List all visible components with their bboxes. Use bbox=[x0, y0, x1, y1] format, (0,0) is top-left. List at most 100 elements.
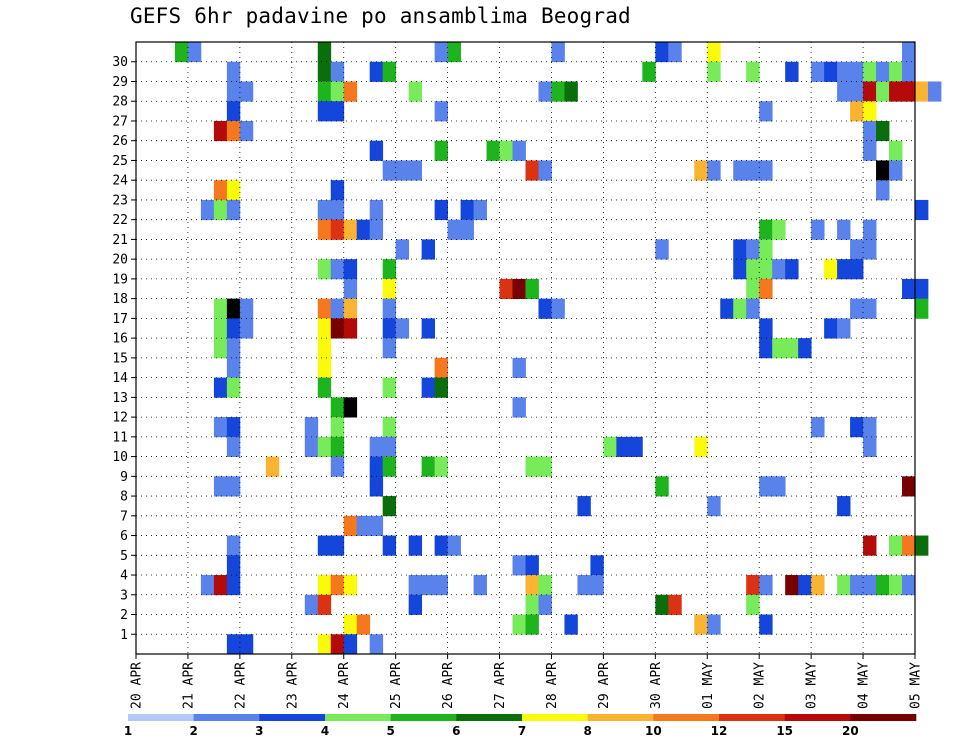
heatmap-cell bbox=[382, 160, 397, 181]
heatmap-cell bbox=[330, 101, 345, 122]
heatmap-cell bbox=[330, 81, 345, 102]
y-tick-label: 19 bbox=[112, 272, 128, 287]
colorbar-swatch bbox=[719, 714, 785, 721]
x-tick-label: 20 APR bbox=[130, 662, 145, 709]
heatmap-cell bbox=[759, 259, 773, 280]
heatmap-cell bbox=[408, 535, 423, 556]
heatmap-cell bbox=[876, 61, 890, 82]
y-tick-label: 17 bbox=[112, 312, 128, 327]
x-tick-label: 05 MAY bbox=[909, 662, 924, 709]
heatmap-cell bbox=[239, 634, 254, 655]
heatmap-cell bbox=[759, 338, 773, 359]
heatmap-cell bbox=[551, 298, 565, 319]
plot-frame bbox=[135, 41, 916, 655]
heatmap-cell bbox=[330, 535, 345, 556]
heatmap-cell bbox=[525, 575, 539, 596]
heatmap-cell bbox=[330, 180, 345, 201]
heatmap-cell bbox=[629, 436, 643, 457]
heatmap-cell bbox=[499, 140, 513, 161]
heatmap-cell bbox=[850, 259, 864, 280]
colorbar-swatch bbox=[259, 714, 326, 721]
colorbar-label: 4 bbox=[321, 724, 329, 738]
heatmap-cell bbox=[304, 594, 319, 615]
heatmap-cell bbox=[902, 42, 916, 63]
heatmap-cell bbox=[304, 436, 319, 457]
x-tick-label: 24 APR bbox=[337, 662, 352, 709]
x-tick-label: 23 APR bbox=[285, 662, 300, 709]
heatmap-cell bbox=[772, 338, 786, 359]
heatmap-cell bbox=[330, 318, 345, 339]
heatmap-cell bbox=[798, 575, 812, 596]
heatmap-cell bbox=[187, 42, 202, 63]
heatmap-cell bbox=[213, 298, 228, 319]
heatmap-cell bbox=[226, 436, 241, 457]
heatmap-cell bbox=[395, 239, 410, 260]
y-tick-label: 20 bbox=[112, 253, 128, 268]
colorbar-label: 7 bbox=[518, 724, 526, 738]
heatmap-cell bbox=[889, 61, 903, 82]
heatmap-cell bbox=[330, 436, 345, 457]
heatmap-cell bbox=[746, 160, 760, 181]
heatmap-cell bbox=[863, 101, 877, 122]
heatmap-cell bbox=[343, 614, 358, 635]
heatmap-cell bbox=[434, 199, 448, 221]
heatmap-cell bbox=[317, 42, 332, 63]
heatmap-cell bbox=[863, 298, 877, 319]
colorbar-label: 8 bbox=[583, 724, 591, 738]
heatmap-cell bbox=[317, 575, 332, 596]
heatmap-cell bbox=[382, 377, 397, 398]
heatmap-cell bbox=[395, 160, 410, 181]
colorbar-swatch bbox=[522, 714, 588, 721]
heatmap-cell bbox=[317, 61, 332, 82]
heatmap-cell bbox=[447, 219, 461, 240]
heatmap-cell bbox=[551, 42, 565, 63]
heatmap-cell bbox=[538, 298, 552, 319]
x-tick-label: 28 APR bbox=[545, 662, 560, 709]
colorbar-label: 12 bbox=[711, 724, 728, 738]
heatmap-cell bbox=[317, 634, 332, 655]
heatmap-cell bbox=[408, 160, 423, 181]
colorbar-label: 10 bbox=[645, 724, 662, 738]
colorbar-swatch bbox=[653, 714, 720, 721]
heatmap-cell bbox=[863, 417, 877, 438]
heatmap-cell bbox=[733, 259, 747, 280]
heatmap-cell bbox=[408, 594, 423, 615]
heatmap-cell bbox=[226, 535, 241, 556]
heatmap-cell bbox=[369, 140, 384, 161]
heatmap-cell bbox=[226, 555, 241, 576]
colorbar-swatch bbox=[390, 714, 457, 721]
heatmap-cell bbox=[434, 42, 448, 63]
heatmap-cell bbox=[343, 278, 358, 300]
heatmap-cell bbox=[837, 575, 851, 596]
colorbar-label: 2 bbox=[189, 724, 197, 738]
heatmap-cell bbox=[213, 120, 228, 142]
y-tick-label: 21 bbox=[112, 233, 128, 248]
heatmap-cell bbox=[772, 476, 786, 497]
heatmap-cell bbox=[824, 259, 838, 280]
colorbar: 1 2 3 4 5 6 7 8 10 12 15 20 bbox=[124, 714, 917, 738]
heatmap-cell bbox=[512, 397, 526, 418]
heatmap-cell bbox=[382, 259, 397, 280]
heatmap-cells bbox=[174, 42, 942, 655]
heatmap-cell bbox=[239, 318, 254, 339]
heatmap-cell bbox=[746, 278, 760, 300]
heatmap-cell bbox=[434, 377, 448, 398]
y-tick-label: 1 bbox=[120, 628, 128, 643]
heatmap-cell bbox=[356, 219, 371, 240]
heatmap-cell bbox=[876, 160, 890, 181]
heatmap-cell bbox=[226, 575, 241, 596]
heatmap-cell bbox=[330, 456, 345, 477]
heatmap-cell bbox=[577, 496, 591, 517]
heatmap-cell bbox=[746, 594, 760, 615]
heatmap-cell bbox=[343, 219, 358, 240]
y-tick-label: 16 bbox=[112, 332, 128, 347]
heatmap-cell bbox=[746, 259, 760, 280]
heatmap-cell bbox=[850, 298, 864, 319]
heatmap-cell bbox=[382, 535, 397, 556]
heatmap-cell bbox=[655, 594, 669, 615]
heatmap-cell bbox=[889, 575, 903, 596]
heatmap-cell bbox=[343, 259, 358, 280]
heatmap-cell bbox=[382, 496, 397, 517]
heatmap-cell bbox=[421, 575, 436, 596]
heatmap-cell bbox=[551, 81, 565, 102]
